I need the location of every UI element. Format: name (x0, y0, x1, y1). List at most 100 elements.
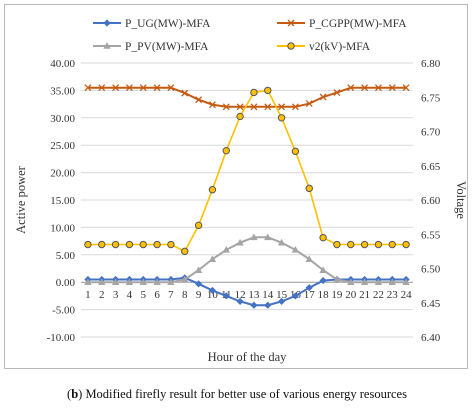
x-tick-label: 14 (262, 289, 274, 301)
x-tick-label: 3 (113, 289, 119, 301)
series-line (87, 86, 407, 108)
data-point (125, 84, 133, 92)
data-point (98, 84, 106, 92)
data-point (236, 297, 244, 305)
data-point (278, 297, 286, 305)
x-tick-label: 17 (304, 289, 316, 301)
y2-tick-label: 6.40 (421, 332, 441, 344)
data-point (305, 284, 313, 292)
data-point (153, 84, 161, 92)
x-tick-label: 18 (318, 289, 330, 301)
y2-tick-label: 6.55 (421, 229, 441, 241)
y2-tick-label: 6.75 (421, 92, 441, 104)
data-point (333, 275, 341, 283)
x-axis-title: Hour of the day (208, 350, 288, 364)
y-tick-label: 10.00 (50, 222, 75, 234)
data-point (181, 275, 189, 283)
data-point (153, 240, 161, 249)
data-point (287, 19, 295, 27)
y2-tick-label: 6.65 (421, 161, 441, 173)
data-point (111, 240, 120, 249)
data-point (139, 84, 147, 92)
data-point (139, 240, 147, 249)
y-tick-label: -10.00 (47, 332, 76, 344)
legend-label: P_PV(MW)-MFA (125, 41, 209, 53)
y-tick-label: 40.00 (50, 58, 75, 70)
y2-tick-label: 6.80 (421, 58, 441, 70)
data-point (264, 233, 272, 241)
x-tick-label: 6 (154, 289, 160, 301)
data-point (402, 240, 410, 249)
data-point (208, 286, 216, 294)
x-tick-label: 13 (248, 289, 260, 301)
data-point (195, 280, 203, 288)
caption-text: Modified firefly result for better use o… (82, 387, 407, 401)
data-point (167, 84, 175, 92)
data-point (84, 84, 92, 92)
data-point (319, 233, 327, 242)
data-point (291, 147, 300, 156)
figure-caption: (b) Modified firefly result for better u… (67, 387, 407, 401)
data-point (103, 42, 111, 49)
data-point (264, 301, 272, 309)
data-point (388, 278, 396, 286)
data-point (84, 278, 92, 286)
x-tick-label: 20 (345, 289, 357, 301)
x-tick-label: 2 (99, 289, 105, 301)
y-tick-label: -5.00 (52, 305, 75, 317)
y-tick-label: 5.00 (56, 250, 76, 262)
data-point (167, 278, 175, 286)
data-point (181, 89, 189, 97)
x-tick-label: 22 (373, 289, 384, 301)
x-tick-label: 9 (196, 289, 202, 301)
x-tick-label: 8 (182, 289, 188, 301)
data-point (264, 86, 272, 95)
x-tick-label: 23 (387, 289, 399, 301)
data-point (125, 240, 134, 249)
data-point (402, 84, 410, 92)
data-point (319, 93, 327, 101)
data-point (360, 240, 369, 249)
data-point (181, 247, 189, 256)
data-point (195, 96, 203, 104)
data-point (277, 114, 286, 122)
data-point (388, 240, 396, 249)
data-point (139, 278, 147, 286)
caption-label: b (71, 387, 79, 401)
data-point (153, 278, 161, 286)
y-tick-label: 15.00 (50, 195, 75, 207)
y2-tick-label: 6.60 (421, 195, 441, 207)
data-point (361, 84, 369, 92)
data-point (208, 101, 216, 109)
x-tick-label: 4 (127, 289, 133, 301)
y-tick-label: 20.00 (50, 168, 75, 180)
y-tick-label: 0.00 (56, 277, 76, 289)
data-point (222, 146, 230, 155)
legend-label: v2(kV)-MFA (309, 41, 371, 53)
chart-svg: 40.00 35.00 30.00 25.00 20.00 15.00 10.00 5.00 0… (14, 18, 467, 364)
data-point (250, 301, 258, 309)
y2-tick-label: 6.70 (421, 127, 441, 139)
data-point (374, 84, 382, 92)
data-point (194, 266, 203, 273)
data-point (264, 103, 272, 111)
y2-tick-label: 6.45 (421, 298, 441, 310)
data-point (167, 240, 175, 249)
legend-label: P_UG(MW)-MFA (125, 18, 211, 30)
x-tick-label: 5 (141, 289, 147, 301)
data-point (287, 42, 295, 50)
x-tick-label: 19 (331, 289, 343, 301)
series-line (87, 236, 407, 284)
data-point (222, 103, 230, 111)
data-point (222, 292, 230, 300)
x-tick-label: 1 (85, 289, 91, 301)
data-point (374, 278, 383, 286)
data-point (194, 221, 203, 230)
data-point (222, 246, 230, 253)
data-point (374, 240, 383, 249)
data-point (402, 278, 410, 286)
data-point (305, 184, 313, 193)
data-point (291, 246, 300, 253)
data-point (305, 255, 313, 262)
y-tick-label: 35.00 (50, 85, 75, 97)
